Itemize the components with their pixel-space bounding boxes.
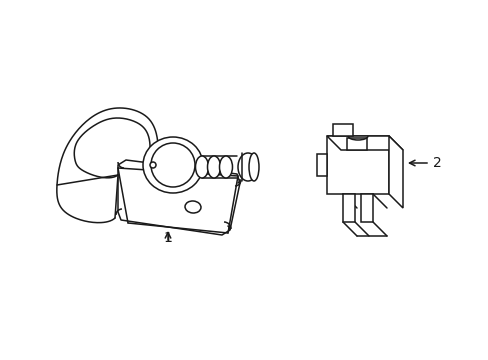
Polygon shape <box>342 194 354 222</box>
Polygon shape <box>360 194 372 222</box>
Polygon shape <box>388 136 402 208</box>
Circle shape <box>150 162 156 168</box>
Polygon shape <box>326 136 388 194</box>
Ellipse shape <box>248 153 259 181</box>
Polygon shape <box>316 154 326 176</box>
Polygon shape <box>57 108 158 222</box>
Text: 1: 1 <box>163 231 172 245</box>
Ellipse shape <box>151 143 195 187</box>
Polygon shape <box>346 138 366 150</box>
Ellipse shape <box>142 137 203 193</box>
Ellipse shape <box>238 153 258 181</box>
Ellipse shape <box>195 156 208 178</box>
Text: 2: 2 <box>432 156 441 170</box>
Ellipse shape <box>184 201 201 213</box>
Polygon shape <box>118 160 240 235</box>
Polygon shape <box>332 124 352 136</box>
Polygon shape <box>118 168 238 233</box>
Polygon shape <box>326 136 402 150</box>
Ellipse shape <box>207 156 220 178</box>
Ellipse shape <box>219 156 232 178</box>
